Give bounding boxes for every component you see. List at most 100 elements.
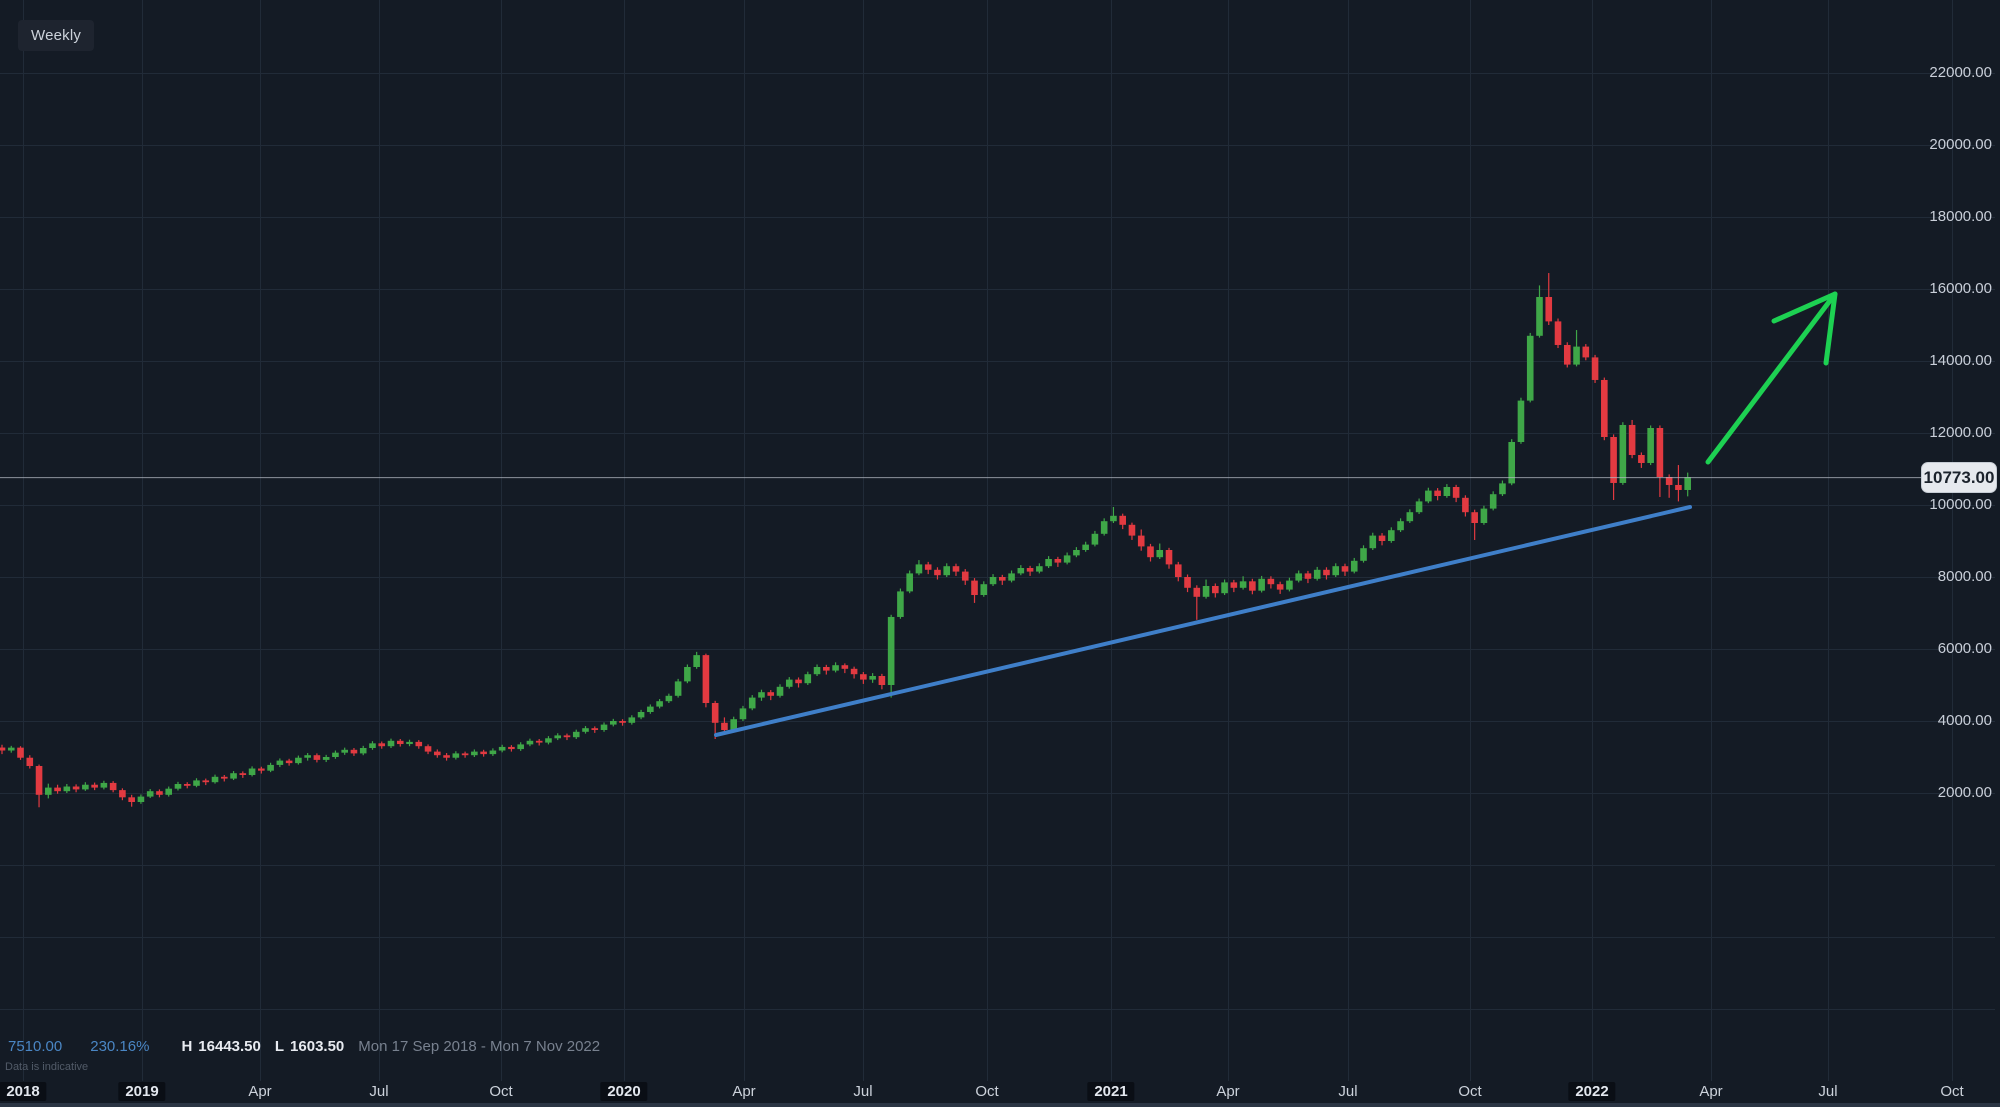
timeframe-button[interactable]: Weekly bbox=[18, 20, 95, 51]
candle-body bbox=[1499, 483, 1506, 495]
time-axis-label: Oct bbox=[1940, 1083, 1964, 1100]
candle-body bbox=[239, 773, 247, 775]
candle-body bbox=[82, 784, 89, 790]
candle bbox=[1462, 495, 1469, 517]
candle-body bbox=[656, 701, 663, 707]
candle bbox=[628, 715, 636, 725]
candle-body bbox=[508, 746, 515, 750]
candle bbox=[1499, 480, 1506, 496]
candlestick-series bbox=[0, 273, 1691, 808]
candle-body bbox=[878, 676, 886, 685]
candle bbox=[971, 578, 978, 603]
candle-body bbox=[7, 747, 15, 751]
candle bbox=[1656, 425, 1664, 497]
candle bbox=[424, 744, 432, 755]
candle bbox=[1582, 344, 1590, 361]
candle bbox=[35, 764, 43, 808]
candle bbox=[1360, 545, 1367, 563]
candle-body bbox=[211, 776, 219, 783]
candle-body bbox=[1388, 530, 1395, 541]
candle-body bbox=[1036, 566, 1043, 572]
candle-body bbox=[220, 776, 228, 779]
candle bbox=[1045, 556, 1052, 568]
price-axis-label: 12000.00 bbox=[1929, 424, 1992, 441]
candle bbox=[304, 753, 311, 761]
candle-body bbox=[758, 692, 765, 698]
candle bbox=[804, 671, 812, 685]
candle-body bbox=[480, 751, 487, 755]
candle bbox=[600, 722, 608, 732]
candle-body bbox=[1212, 586, 1219, 594]
candle bbox=[396, 739, 404, 747]
range-change-percent: 230.16% bbox=[90, 1038, 150, 1055]
candle-body bbox=[424, 746, 432, 752]
candle bbox=[220, 775, 228, 782]
candle bbox=[748, 695, 756, 711]
candle-body bbox=[63, 786, 71, 792]
candle bbox=[332, 750, 339, 759]
candle-body bbox=[582, 728, 589, 732]
candle-body bbox=[258, 768, 265, 771]
candle bbox=[239, 771, 247, 778]
candle bbox=[1388, 527, 1395, 543]
price-axis-label: 6000.00 bbox=[1937, 640, 1992, 657]
candle bbox=[146, 789, 154, 799]
candle bbox=[26, 755, 34, 769]
candle bbox=[1647, 425, 1654, 466]
candle-body bbox=[832, 665, 839, 671]
range-high-label: H bbox=[181, 1038, 193, 1055]
candle bbox=[1563, 342, 1571, 368]
candle-body bbox=[906, 573, 913, 592]
candle-body bbox=[1360, 548, 1367, 561]
candle bbox=[100, 780, 108, 790]
candle-body bbox=[1628, 424, 1636, 455]
candle-body bbox=[1147, 546, 1154, 558]
trendline-drawing[interactable] bbox=[714, 505, 1692, 737]
candle-body bbox=[91, 784, 98, 788]
candle bbox=[1397, 518, 1404, 532]
candle-body bbox=[406, 741, 413, 745]
candle bbox=[813, 664, 821, 676]
up-arrow-drawing[interactable] bbox=[1705, 291, 1838, 465]
candle bbox=[609, 718, 617, 727]
candle-body bbox=[341, 749, 348, 753]
candle-body bbox=[489, 750, 497, 755]
candle-body bbox=[174, 784, 182, 789]
candle-body bbox=[804, 674, 812, 684]
candle bbox=[535, 739, 543, 746]
candle-body bbox=[313, 755, 321, 760]
grid-lines bbox=[0, 0, 1995, 1081]
candle bbox=[1156, 543, 1164, 559]
candle bbox=[841, 663, 849, 674]
candle bbox=[1378, 533, 1386, 546]
candle-body bbox=[1665, 476, 1673, 485]
candle-body bbox=[1573, 346, 1580, 365]
candle bbox=[869, 673, 876, 683]
candle-body bbox=[1045, 559, 1052, 567]
bottom-scroll-strip[interactable] bbox=[0, 1103, 2000, 1107]
candle bbox=[1489, 491, 1497, 511]
candle bbox=[832, 662, 839, 673]
candle bbox=[1323, 567, 1330, 580]
candle-body bbox=[1276, 584, 1284, 590]
candle bbox=[1369, 532, 1377, 550]
candle bbox=[1508, 439, 1516, 486]
candle bbox=[1193, 585, 1201, 620]
candle bbox=[554, 733, 562, 741]
candle bbox=[1184, 574, 1191, 593]
candle bbox=[54, 784, 61, 794]
candle-body bbox=[1415, 501, 1423, 513]
candle bbox=[109, 781, 117, 793]
candle bbox=[1434, 488, 1441, 501]
candle-body bbox=[1184, 577, 1191, 588]
candle-body bbox=[119, 790, 126, 798]
candle bbox=[369, 741, 376, 750]
candle bbox=[860, 672, 867, 684]
candle-body bbox=[591, 728, 599, 730]
range-change-value: 7510.00 bbox=[8, 1038, 63, 1055]
candle-body bbox=[1267, 578, 1275, 585]
candle-body bbox=[202, 780, 210, 783]
candle-body bbox=[295, 757, 302, 764]
